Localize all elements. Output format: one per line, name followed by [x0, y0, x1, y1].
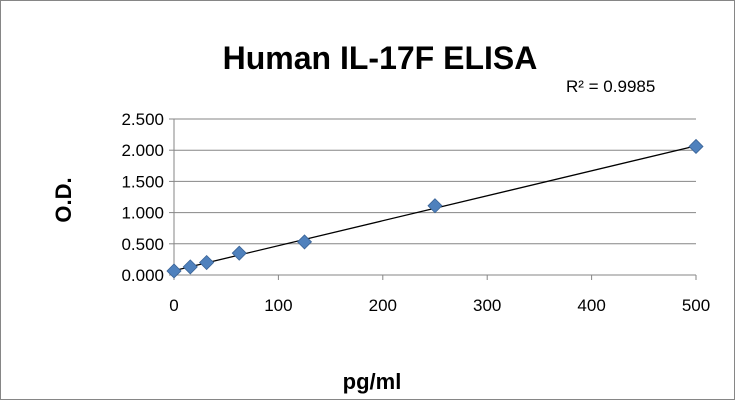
- y-tick-label: 2.000: [121, 141, 164, 160]
- data-point: [688, 138, 704, 155]
- x-tick-label: 0: [169, 296, 178, 315]
- data-points: [166, 138, 704, 279]
- r-squared-label: R² = 0.9985: [566, 77, 655, 96]
- x-tick-label: 200: [369, 296, 397, 315]
- y-tick-label: 2.500: [121, 110, 164, 129]
- y-tick-label: 1.000: [121, 204, 164, 223]
- y-tick-label: 1.500: [121, 172, 164, 191]
- x-axis-title: pg/ml: [343, 369, 402, 394]
- data-point: [296, 234, 313, 250]
- data-point: [166, 263, 182, 279]
- y-axis-title: O.D.: [51, 177, 76, 222]
- data-point: [231, 245, 247, 261]
- x-tick-label: 400: [577, 296, 605, 315]
- y-tick-label: 0.000: [121, 266, 164, 285]
- x-tick-label: 300: [473, 296, 501, 315]
- data-point: [427, 198, 443, 214]
- data-point: [182, 259, 198, 275]
- gridlines: [174, 118, 696, 245]
- tick-labels: 0.000 0.500 1.000 1.500 2.000 2.500 0 100 200 300…: [121, 110, 710, 315]
- chart-title: Human IL-17F ELISA: [223, 40, 538, 76]
- axes: [169, 118, 697, 280]
- x-tick-label: 100: [264, 296, 292, 315]
- data-point: [199, 254, 215, 271]
- x-tick-label: 500: [682, 296, 710, 315]
- y-tick-label: 0.500: [121, 235, 164, 254]
